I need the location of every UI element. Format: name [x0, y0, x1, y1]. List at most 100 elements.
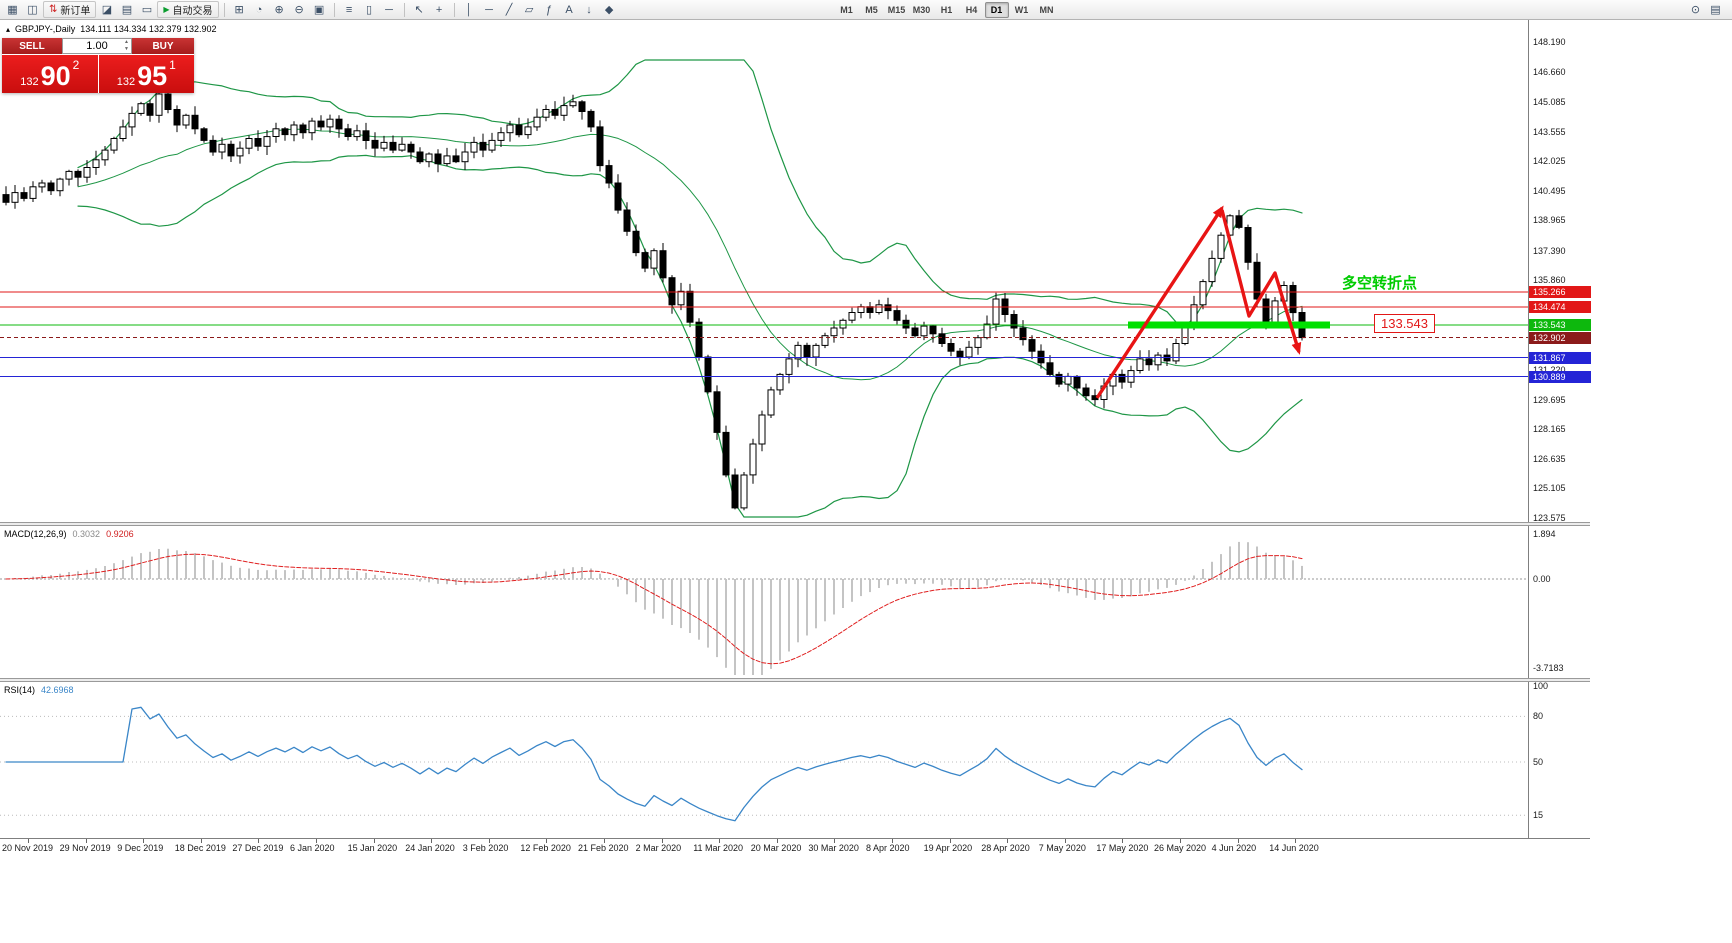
horizontal-levels: [0, 291, 1528, 378]
toolbar-separator: [453, 2, 455, 17]
price-axis[interactable]: 148.190 146.660 145.085 143.555 142.025 140.4…: [1528, 20, 1591, 838]
bars-type-icon[interactable]: ≡: [345, 3, 353, 16]
one-click-trading-panel: SELL 1.00 ▲ ▼ BUY 132 90 2 132 95 1: [2, 38, 194, 93]
price-level-box: 134.474: [1529, 301, 1591, 313]
date-label: 3 Feb 2020: [462, 843, 509, 853]
buy-button[interactable]: BUY: [132, 38, 194, 54]
panel-divider[interactable]: [0, 522, 1590, 526]
time-axis-tick: [28, 839, 29, 843]
macd-name: MACD(12,26,9): [4, 529, 67, 539]
macd-axis-label: -3.7183: [1533, 663, 1564, 673]
candles-type-icon[interactable]: ▯: [366, 4, 373, 16]
sell-button[interactable]: SELL: [2, 38, 62, 54]
shapes-icon[interactable]: ◆: [604, 4, 614, 16]
date-label: 4 Jun 2020: [1211, 843, 1257, 853]
sell-price-button[interactable]: 132 90 2: [2, 55, 98, 93]
timeframe-w1[interactable]: W1: [1014, 4, 1029, 15]
time-axis[interactable]: 20 Nov 2019 29 Nov 2019 9 Dec 2019 18 Dec 2…: [0, 838, 1590, 856]
rsi-panel[interactable]: [0, 682, 1528, 838]
timeframe-h1[interactable]: H1: [940, 4, 953, 15]
price-axis-label: 146.660: [1533, 67, 1566, 77]
fibonacci-icon[interactable]: ƒ: [545, 3, 553, 16]
new-chart-icon[interactable]: ▦: [7, 4, 18, 16]
volume-stepper[interactable]: ▲ ▼: [124, 39, 129, 52]
price-axis-label: 131.220: [1533, 365, 1566, 375]
macd-panel[interactable]: [0, 526, 1528, 678]
new-order-icon: ⇅: [49, 4, 58, 15]
toolbar-separator: [223, 2, 225, 17]
timeframe-m1[interactable]: M1: [840, 4, 853, 15]
rsi-name: RSI(14): [4, 685, 36, 695]
sell-price-small: 132: [20, 76, 39, 88]
chart-profiles-icon[interactable]: ◫: [27, 4, 38, 16]
trend-arrows: [1095, 205, 1302, 399]
arrow-marker-icon[interactable]: ↓: [586, 3, 592, 16]
search-icon[interactable]: ⊙: [1690, 4, 1701, 16]
date-label: 28 Apr 2020: [981, 843, 1030, 853]
price-axis-label: 142.025: [1533, 156, 1566, 166]
print-icon[interactable]: ▭: [141, 4, 153, 16]
zoom-in-icon[interactable]: ⊕: [274, 4, 284, 16]
price-level-box: 135.266: [1529, 286, 1591, 298]
rsi-label: RSI(14) 42.6968: [4, 685, 74, 695]
alerts-icon[interactable]: ◪: [101, 4, 113, 16]
line-type-icon[interactable]: ─: [385, 3, 393, 16]
buy-price-small: 132: [116, 76, 136, 88]
tile-windows-icon[interactable]: ▣: [313, 4, 325, 16]
toolbar-right-group: ⊙ ▤: [1686, 1, 1725, 18]
trendline-icon[interactable]: ╱: [505, 4, 513, 16]
date-label: 30 Mar 2020: [808, 843, 859, 853]
market-watch-icon[interactable]: ▤: [121, 4, 133, 16]
date-label: 15 Jan 2020: [347, 843, 398, 853]
macd-axis-label: 1.894: [1533, 529, 1556, 539]
date-label: 2 Mar 2020: [635, 843, 682, 853]
date-label: 8 Apr 2020: [866, 843, 910, 853]
macd-axis-label: 0.00: [1533, 574, 1551, 584]
price-axis-label: 126.635: [1533, 454, 1566, 464]
time-axis-tick: [776, 839, 778, 843]
date-label: 26 May 2020: [1154, 843, 1207, 853]
price-axis-label: 123.575: [1533, 513, 1566, 523]
auto-trading-label: 自动交易: [172, 6, 213, 17]
timeframe-m30[interactable]: M30: [912, 4, 931, 15]
new-order-button[interactable]: ⇅ 新订单: [43, 1, 97, 18]
timeframe-m15[interactable]: M15: [887, 4, 906, 15]
price-axis-label: 140.495: [1533, 186, 1566, 196]
time-axis-tick: [373, 839, 375, 843]
support-price-tag: 133.543: [1374, 314, 1435, 333]
volume-field[interactable]: 1.00 ▲ ▼: [62, 38, 132, 54]
timeframe-mn[interactable]: MN: [1039, 4, 1054, 15]
main-price-chart[interactable]: [0, 20, 1528, 522]
volume-value: 1.00: [86, 40, 108, 52]
price-axis-label: 129.695: [1533, 395, 1566, 405]
crosshair-icon[interactable]: +: [435, 3, 443, 16]
panel-divider[interactable]: [0, 678, 1590, 682]
sell-price-big: 90: [40, 61, 71, 91]
vertical-line-icon[interactable]: │: [465, 3, 473, 16]
toolbar-separator: [403, 2, 405, 17]
channel-icon[interactable]: ▱: [524, 4, 534, 16]
timeframe-m5[interactable]: M5: [865, 4, 878, 15]
symbol-ohlc: 134.111 134.334 132.379 132.902: [80, 24, 217, 34]
candle-bodies: [2, 93, 1306, 509]
timeframe-d1[interactable]: D1: [984, 1, 1009, 18]
timeframe-h4[interactable]: H4: [965, 4, 978, 15]
price-level-box: 131.867: [1529, 352, 1591, 364]
toolbox-icon[interactable]: ▤: [1710, 4, 1721, 16]
cursor-icon[interactable]: ↖: [414, 4, 424, 16]
price-level-box: 130.889: [1529, 371, 1591, 383]
text-icon[interactable]: A: [565, 3, 573, 16]
date-label: 17 May 2020: [1096, 843, 1149, 853]
time-axis-tick: [431, 839, 433, 843]
terminal-buttons-group: ◪ ▤ ▭: [97, 1, 156, 18]
price-axis-label: 125.105: [1533, 483, 1566, 493]
zoom-out-icon[interactable]: ⊖: [294, 4, 304, 16]
date-label: 19 Apr 2020: [923, 843, 973, 853]
horizontal-line-icon[interactable]: ─: [485, 3, 493, 16]
macd-main-value: 0.3032: [72, 529, 101, 539]
new-window-icon[interactable]: ⊞: [234, 4, 244, 16]
auto-trading-button[interactable]: ▶ 自动交易: [157, 1, 219, 18]
refresh-icon[interactable]: ◔: [255, 3, 263, 16]
price-axis-label: 143.555: [1533, 127, 1566, 137]
buy-price-button[interactable]: 132 95 1: [98, 55, 194, 93]
